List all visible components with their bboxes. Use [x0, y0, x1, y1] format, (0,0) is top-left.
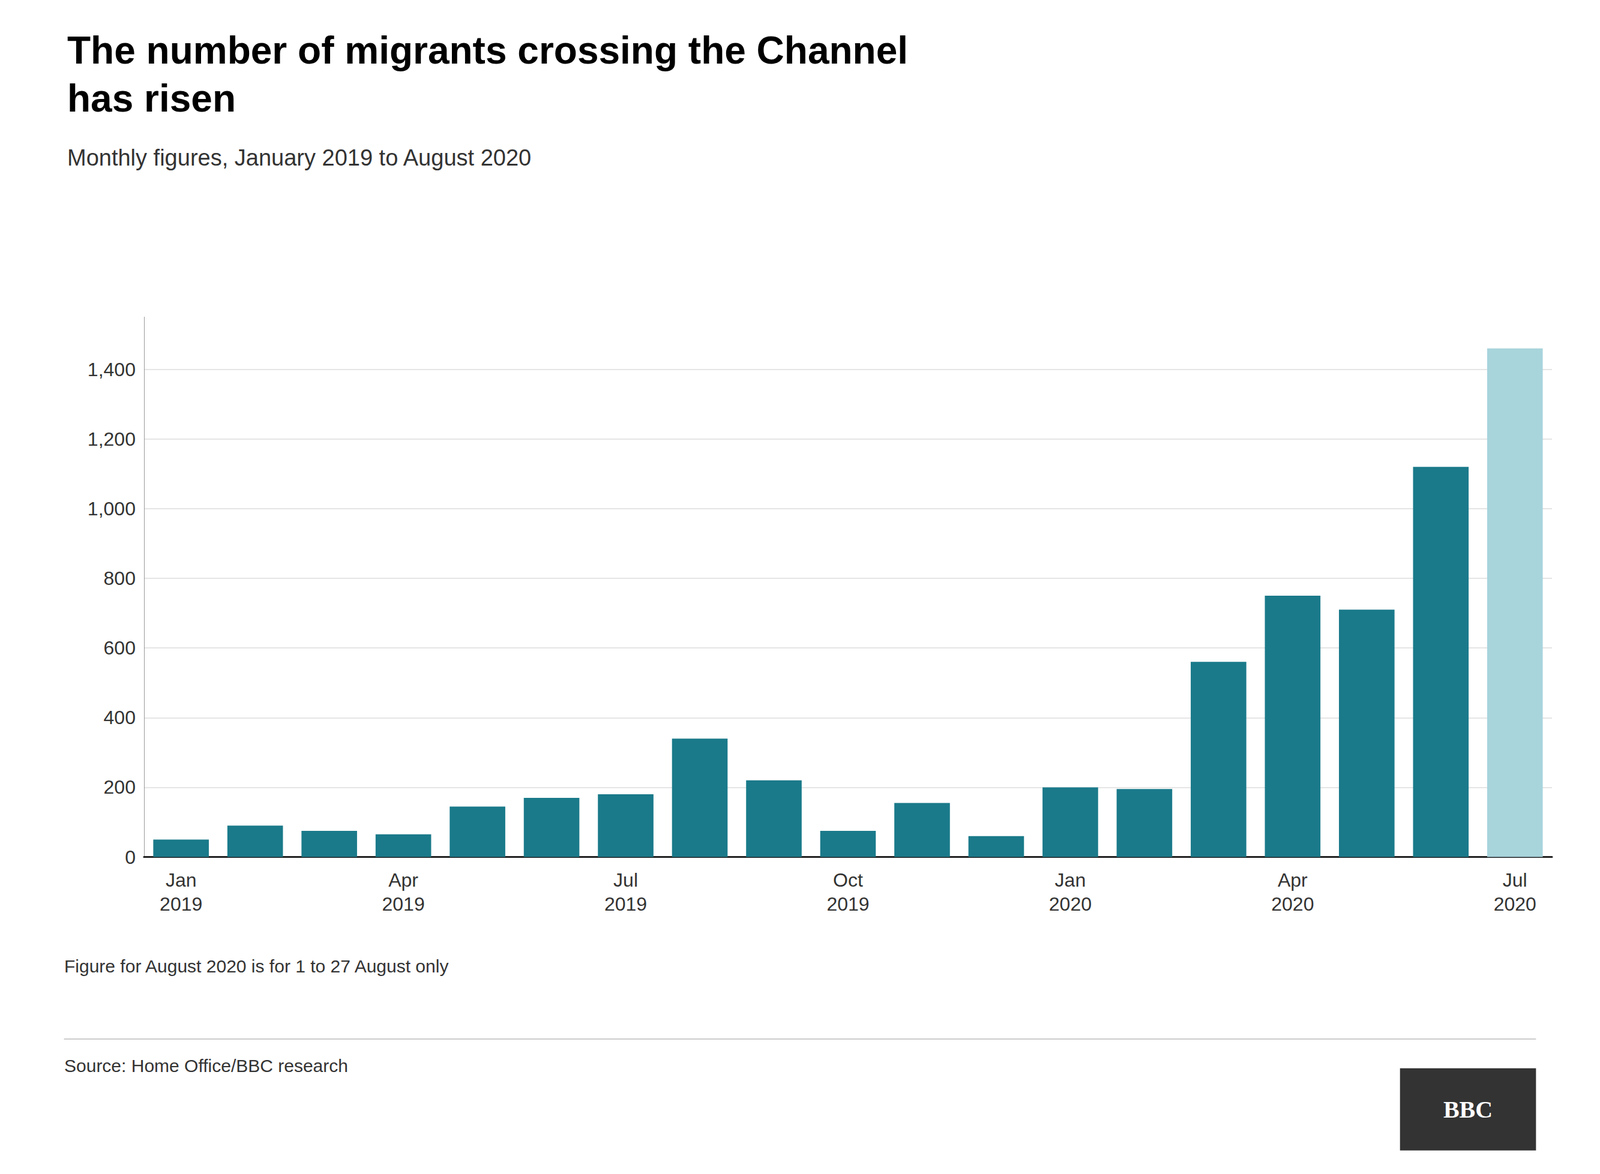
svg-text:2019: 2019	[604, 893, 647, 916]
svg-text:BBC: BBC	[1443, 1096, 1493, 1124]
svg-text:2019: 2019	[382, 893, 425, 916]
svg-text:Oct: Oct	[833, 869, 864, 892]
svg-text:2020: 2020	[1271, 893, 1314, 916]
svg-text:800: 800	[103, 567, 136, 590]
svg-text:Figure for August 2020 is for: Figure for August 2020 is for 1 to 27 Au…	[64, 956, 449, 977]
svg-text:Jul: Jul	[613, 869, 638, 892]
svg-text:200: 200	[103, 776, 136, 799]
svg-text:has risen: has risen	[67, 76, 236, 121]
svg-text:The number of migrants crossin: The number of migrants crossing the Chan…	[67, 28, 909, 73]
svg-text:Apr: Apr	[388, 869, 419, 892]
svg-text:1,200: 1,200	[87, 428, 136, 451]
svg-text:Apr: Apr	[1277, 869, 1308, 892]
svg-text:2019: 2019	[159, 893, 203, 916]
svg-text:600: 600	[103, 637, 136, 659]
svg-text:2019: 2019	[826, 893, 870, 916]
svg-text:1,000: 1,000	[87, 498, 136, 520]
svg-text:2020: 2020	[1049, 893, 1092, 916]
svg-text:Source: Home Office/BBC resear: Source: Home Office/BBC research	[64, 1056, 349, 1077]
svg-text:2020: 2020	[1493, 893, 1537, 916]
svg-text:Jan: Jan	[1055, 869, 1087, 892]
svg-text:Jul: Jul	[1502, 869, 1528, 892]
svg-text:1,400: 1,400	[87, 358, 136, 381]
svg-text:400: 400	[103, 706, 136, 729]
svg-text:Monthly figures, January 2019: Monthly figures, January 2019 to August …	[67, 145, 532, 171]
svg-text:Jan: Jan	[165, 869, 197, 892]
svg-text:0: 0	[124, 846, 136, 869]
